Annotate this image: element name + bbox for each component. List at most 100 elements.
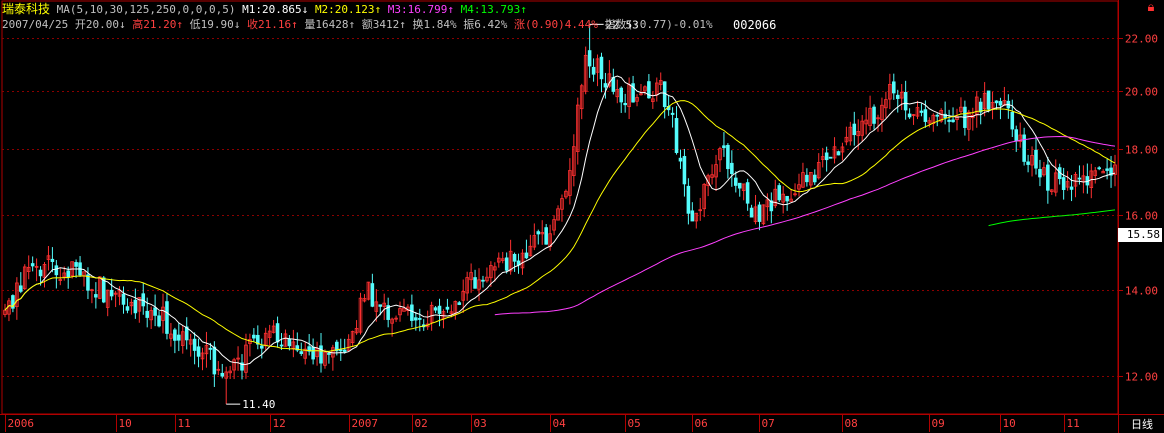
candle-body	[726, 144, 730, 170]
candle-body	[923, 109, 928, 122]
lock-icon[interactable]: 🔒︎	[1147, 0, 1155, 15]
candle-body	[856, 131, 861, 137]
candle-body	[892, 81, 896, 94]
candle-body	[1026, 161, 1030, 165]
candle-body	[414, 317, 418, 321]
candle-body	[417, 318, 422, 320]
y-tick-label: 14.00	[1125, 285, 1158, 298]
candle-body	[350, 331, 355, 344]
candle-body	[3, 309, 7, 315]
candle-body	[11, 295, 15, 309]
x-tick-label: 03	[474, 417, 487, 430]
candle-body	[469, 272, 473, 281]
candle-body	[745, 182, 750, 204]
candle-body	[279, 344, 284, 347]
quote-amplitude: 振6.42%	[463, 18, 508, 31]
candle-body	[702, 183, 706, 210]
ma-line-m1	[4, 75, 1116, 366]
x-tick-label: 11	[1067, 417, 1080, 430]
candle-body	[986, 90, 991, 110]
candle-body	[658, 80, 663, 85]
candle-body	[1073, 174, 1078, 187]
candle-body	[433, 307, 438, 311]
candle-body	[177, 334, 181, 341]
candle-body	[224, 371, 228, 379]
candle-body	[311, 346, 315, 360]
candle-body	[844, 136, 849, 143]
candle-body	[935, 114, 940, 117]
candle-body	[611, 77, 616, 92]
candle-body	[927, 120, 932, 124]
candle-body	[793, 193, 797, 196]
candle-body	[129, 301, 134, 307]
candle-body	[734, 177, 738, 186]
candle-body	[504, 257, 509, 271]
candle-body	[457, 302, 462, 305]
candle-body	[184, 326, 189, 341]
candle-body	[903, 91, 908, 111]
candle-body	[978, 101, 983, 113]
candle-body	[62, 272, 67, 278]
candle-body	[635, 97, 639, 102]
candle-body	[631, 83, 635, 103]
candle-body	[895, 94, 900, 99]
y-tick-label: 16.00	[1125, 210, 1158, 223]
candle-body	[848, 126, 853, 142]
candle-body	[161, 306, 165, 321]
candle-body	[931, 114, 936, 124]
candle-body	[232, 359, 236, 371]
candle-body	[346, 338, 351, 352]
candle-body	[315, 348, 319, 358]
x-tick-label: 02	[415, 417, 428, 430]
candle-body	[180, 331, 185, 346]
quote-index: 指数(-0.77)-0.01%	[604, 18, 713, 31]
x-tick-label: 12	[273, 417, 286, 430]
candle-body	[382, 302, 386, 307]
stock-name: 瑞泰科技	[2, 2, 51, 16]
candle-body	[299, 351, 304, 354]
candle-body	[90, 289, 94, 292]
candle-body	[493, 266, 497, 271]
candle-body	[967, 111, 971, 130]
candle-body	[982, 92, 987, 110]
candle-body	[753, 206, 758, 223]
chart-header-quote: 2007/04/25 开20.00↓ 高21.20↑ 低19.90↓ 收21.1…	[2, 18, 713, 31]
candle-body	[303, 348, 307, 359]
ma-definition: MA(5,10,30,125,250,0,0,0,5)	[56, 3, 236, 16]
candle-body	[271, 325, 276, 333]
candle-body	[781, 193, 785, 203]
quote-change: 涨(0.90)4.44%	[513, 18, 598, 31]
candle-body	[338, 349, 343, 352]
candle-body	[959, 106, 963, 112]
candle-body	[94, 294, 98, 298]
candle-body	[196, 346, 201, 357]
candle-body	[461, 291, 466, 301]
period-label[interactable]: 日线	[1131, 418, 1153, 431]
candle-body	[769, 200, 774, 212]
candle-body	[410, 304, 414, 321]
plot-frame	[1, 0, 1119, 415]
candle-body	[342, 349, 347, 352]
candle-body	[710, 174, 714, 178]
candle-body	[34, 265, 39, 268]
candle-body	[951, 119, 955, 123]
y-tick-label: 22.00	[1125, 33, 1158, 46]
candle-body	[500, 258, 505, 261]
candle-body	[824, 152, 829, 161]
x-tick-label: 10	[119, 417, 132, 430]
candle-body	[188, 339, 193, 345]
candle-body	[540, 232, 545, 235]
candle-body	[370, 283, 375, 307]
candle-body	[520, 252, 525, 269]
candle-body	[105, 289, 110, 308]
candle-body	[805, 174, 809, 183]
x-tick-label: 10	[1003, 417, 1016, 430]
candle-body	[192, 338, 197, 351]
candle-body	[133, 299, 138, 314]
candle-body	[674, 118, 679, 153]
candle-body	[639, 93, 643, 96]
candle-body	[508, 250, 513, 272]
candle-body	[157, 315, 161, 327]
ma-line-m3	[494, 135, 1116, 316]
